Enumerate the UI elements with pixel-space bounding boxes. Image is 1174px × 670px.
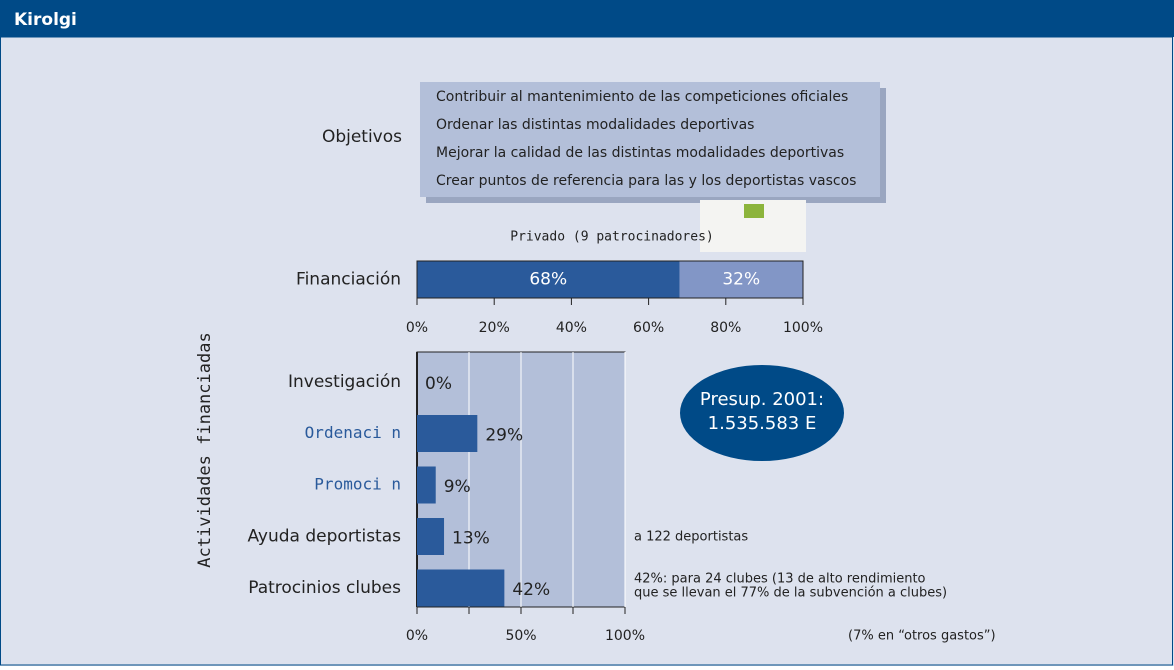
x-tick-label: 50% <box>505 628 536 644</box>
x-tick-label: 0% <box>406 628 428 644</box>
x-tick-label: 80% <box>710 320 741 336</box>
x-tick-label: 20% <box>479 320 510 336</box>
note: a 122 deportistas <box>634 530 748 545</box>
bar <box>417 569 505 607</box>
logo <box>700 200 806 252</box>
value-label: 68% <box>529 270 567 290</box>
x-tick-label: 60% <box>633 320 664 336</box>
objective-item: Mejorar la calidad de las distintas moda… <box>436 145 844 161</box>
category-label: Investigación <box>288 372 401 392</box>
callout-oval <box>680 365 844 461</box>
plot-border <box>416 260 804 299</box>
x-tick-label: 100% <box>605 628 645 644</box>
category-label: Ordenaci n <box>305 423 401 442</box>
note: que se llevan el 77% de la subvención a … <box>634 586 947 601</box>
value-label: 32% <box>722 270 760 290</box>
category-label: Promoci n <box>314 475 401 494</box>
value-label: 0% <box>425 374 452 394</box>
x-tick-label: 0% <box>406 320 428 336</box>
bar <box>417 415 478 452</box>
y-axis-label: Actividades financiadas <box>195 332 215 567</box>
value-label: 13% <box>452 529 490 549</box>
category-label: Ayuda deportistas <box>247 527 401 547</box>
note: 42%: para 24 clubes (13 de alto rendimie… <box>634 572 926 587</box>
annotation: Privado (9 patrocinadores) <box>510 230 714 245</box>
bar-segment <box>417 261 680 298</box>
category-label: Patrocinios clubes <box>248 578 401 598</box>
header-bar <box>0 0 1174 37</box>
objectives-box <box>420 82 880 197</box>
logo-mark <box>744 204 764 218</box>
objectives-label: Objetivos <box>322 127 402 147</box>
header-title: Kirolgi <box>14 10 77 30</box>
value-label: 42% <box>512 580 550 600</box>
objective-item: Ordenar las distintas modalidades deport… <box>436 117 754 133</box>
note: (7% en “otros gastos”) <box>848 629 996 644</box>
bar-segment <box>679 261 803 298</box>
value-label: 29% <box>485 426 523 446</box>
objective-item: Crear puntos de referencia para las y lo… <box>436 173 856 189</box>
x-tick-label: 40% <box>556 320 587 336</box>
objective-item: Contribuir al mantenimiento de las compe… <box>436 89 848 105</box>
callout-text: Presup. 2001: <box>700 389 824 410</box>
x-tick-label: 100% <box>783 320 823 336</box>
bar <box>417 466 436 504</box>
category-label: Financiación <box>296 270 401 290</box>
callout-text: 1.535.583 E <box>708 413 817 434</box>
bar <box>417 518 445 555</box>
value-label: 9% <box>444 477 471 497</box>
